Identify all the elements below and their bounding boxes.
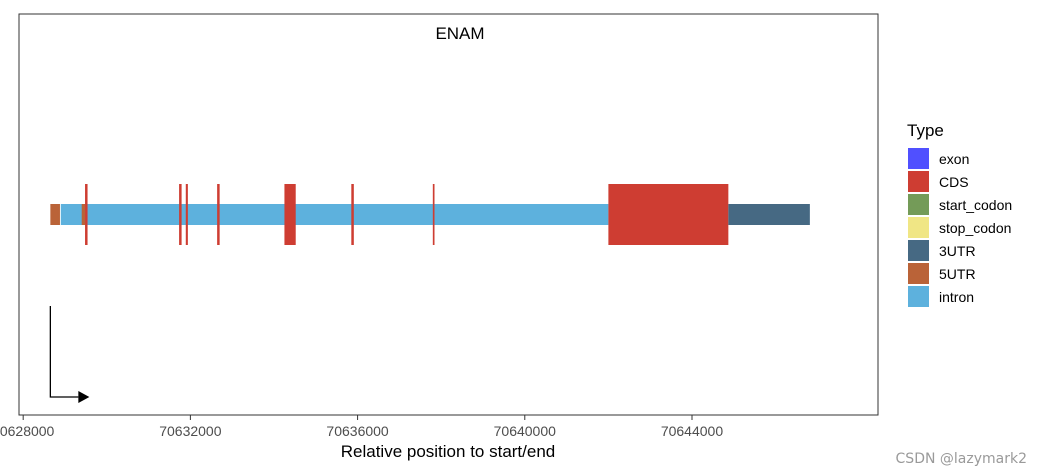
- chart-title: ENAM: [435, 24, 484, 43]
- legend-key-5utr: [908, 263, 929, 284]
- feature-cds-3: [85, 184, 88, 245]
- feature-cds-10: [608, 184, 729, 245]
- tss-arrow-head: [78, 391, 90, 403]
- x-tick-label-70628000: 70628000: [0, 423, 55, 439]
- feature-cds-9: [432, 184, 435, 245]
- watermark: CSDN @lazymark2: [895, 451, 1027, 467]
- x-tick-label-70632000: 70632000: [159, 423, 222, 439]
- legend-label-intron: intron: [939, 289, 974, 305]
- x-axis-title: Relative position to start/end: [341, 442, 556, 461]
- legend-label-stop_codon: stop_codon: [939, 220, 1011, 236]
- legend-key-exon: [908, 148, 929, 169]
- feature-cds-8: [351, 184, 354, 245]
- legend-title: Type: [907, 121, 944, 140]
- feature-cds-4: [179, 184, 182, 245]
- feature-intron-0: [60, 204, 609, 225]
- plot-panel-border: [18, 13, 879, 416]
- legend-label-5utr: 5UTR: [939, 266, 976, 282]
- x-tick-label-70636000: 70636000: [326, 423, 389, 439]
- legend-key-start_codon: [908, 194, 929, 215]
- feature-5utr-1: [50, 204, 60, 225]
- legend-label-cds: CDS: [939, 174, 969, 190]
- legend-label-exon: exon: [939, 151, 969, 167]
- legend-label-start_codon: start_codon: [939, 197, 1012, 213]
- legend-label-3utr: 3UTR: [939, 243, 976, 259]
- legend-key-intron: [908, 286, 929, 307]
- feature-cds-5: [185, 184, 188, 245]
- feature-3utr-11: [728, 204, 810, 225]
- features-layer: [50, 184, 810, 245]
- tss-arrow: [49, 306, 90, 403]
- feature-cds-6: [217, 184, 220, 245]
- legend-key-stop_codon: [908, 217, 929, 238]
- feature-cds-7: [284, 184, 296, 245]
- x-tick-label-70640000: 70640000: [494, 423, 557, 439]
- tss-arrow-line: [49, 306, 79, 398]
- legend-key-3utr: [908, 240, 929, 261]
- legend: Type exon CDS start_codon stop_codon 3UTR 5UT…: [907, 121, 1012, 307]
- x-axis-ticks: 70628000 70632000 70636000 70640000 70644000: [0, 415, 723, 439]
- feature-5utr-2: [81, 204, 86, 225]
- x-tick-label-70644000: 70644000: [661, 423, 724, 439]
- legend-key-cds: [908, 171, 929, 192]
